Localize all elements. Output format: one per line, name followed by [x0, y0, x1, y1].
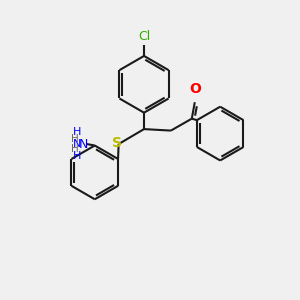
Text: O: O [190, 82, 201, 96]
Text: H: H [71, 134, 79, 144]
Text: Cl: Cl [138, 30, 150, 44]
Text: H
N
H: H N H [73, 128, 81, 160]
Text: S: S [112, 136, 122, 150]
Text: H: H [71, 144, 79, 154]
Text: N: N [79, 137, 88, 151]
